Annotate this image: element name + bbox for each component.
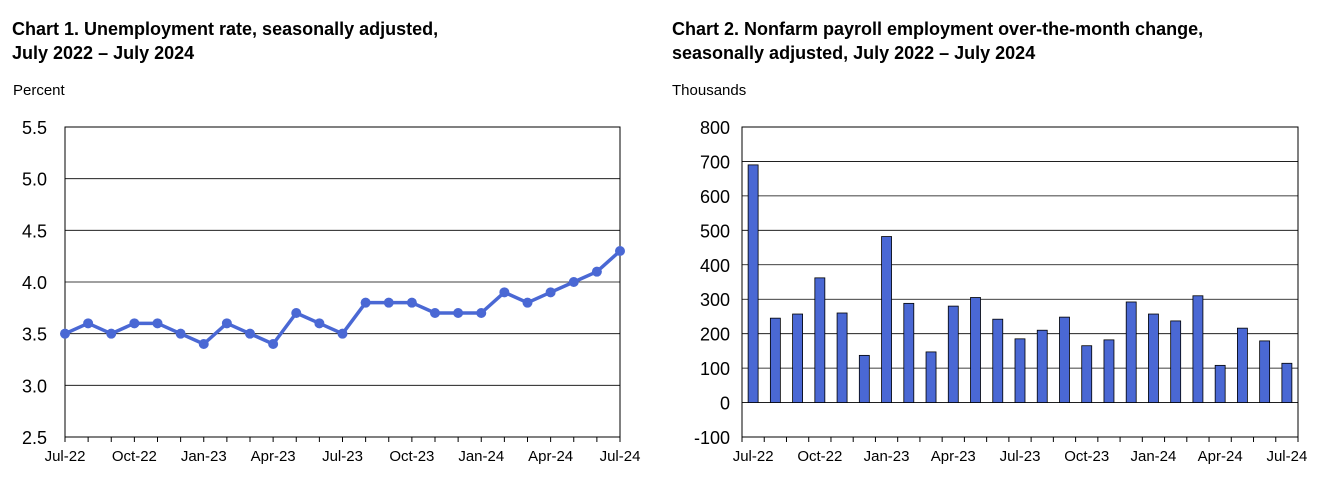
chart2-y-tick-label: 200 <box>700 325 730 345</box>
chart1-x-tick-label: Jan-23 <box>181 448 227 465</box>
chart1-x-tick-label: Jul-24 <box>600 448 641 465</box>
chart2-x-tick-label: Oct-23 <box>1064 448 1109 465</box>
chart2-x-tick-label: Jan-23 <box>864 448 910 465</box>
chart1-x-tick-label: Apr-24 <box>528 448 573 465</box>
chart1-data-point <box>545 287 556 298</box>
chart1-x-tick-label: Jul-22 <box>45 448 86 465</box>
chart1-y-tick-label: 2.5 <box>22 428 47 448</box>
chart1-data-point <box>83 318 94 329</box>
chart2-y-tick-label: 0 <box>720 394 730 414</box>
chart1-x-tick-label: Oct-23 <box>389 448 434 465</box>
chart2-bar <box>903 302 915 403</box>
chart1-data-point <box>360 297 371 308</box>
chart2-bar <box>881 236 892 403</box>
chart1-data-point <box>152 318 163 329</box>
chart1-data-point <box>175 328 186 339</box>
chart1-data-point <box>337 328 348 339</box>
chart2-bar <box>1125 301 1137 403</box>
chart1-data-point <box>568 277 579 287</box>
chart2-x-tick-label: Jan-24 <box>1131 448 1177 465</box>
chart1-data-point <box>615 246 625 256</box>
chart2-title-line2: seasonally adjusted, July 2022 – July 20… <box>672 43 1036 63</box>
chart1-data-point <box>268 339 279 349</box>
chart1-data-point <box>129 318 140 329</box>
chart1-data-point <box>314 318 325 329</box>
chart2-y-unit-label: Thousands <box>672 82 747 99</box>
chart1-data-point <box>499 287 510 298</box>
chart2-bar <box>947 305 959 403</box>
chart2-bar <box>1192 295 1204 403</box>
chart1-data-point <box>453 308 464 318</box>
chart2-y-tick-label: -100 <box>694 428 730 448</box>
chart2-bar <box>1059 316 1070 403</box>
chart1-title-line2: July 2022 – July 2024 <box>12 43 195 63</box>
chart2-y-tick-label: 100 <box>700 359 730 379</box>
chart1-y-tick-label: 5.0 <box>22 170 47 190</box>
chart1-data-point <box>522 297 533 308</box>
chart1-y-tick-label: 3.5 <box>22 325 47 345</box>
chart2-y-tick-label: 800 <box>700 118 730 138</box>
chart1-data-point <box>245 328 255 339</box>
chart1-y-tick-label: 4.0 <box>22 273 47 293</box>
chart1-data-point <box>406 297 417 308</box>
chart1-x-tick-label: Apr-23 <box>251 448 296 465</box>
chart2-x-tick-label: Jul-22 <box>733 448 774 465</box>
chart2-bar <box>1148 313 1159 403</box>
chart1-data-point <box>106 328 117 339</box>
chart1-title: Chart 1. Unemployment rate, seasonally a… <box>12 17 438 65</box>
chart1-title-line1: Chart 1. Unemployment rate, seasonally a… <box>12 19 439 39</box>
chart2-plot-frame <box>741 126 1299 438</box>
chart2-bar <box>1081 345 1093 403</box>
chart2-bar <box>1036 329 1048 403</box>
chart2-bar <box>1281 362 1293 403</box>
chart2-y-tick-label: 300 <box>700 290 730 310</box>
chart1-data-point <box>291 308 302 318</box>
chart1-x-tick-label: Jul-23 <box>322 448 363 465</box>
chart1-data-point <box>60 328 70 339</box>
chart2-bar <box>769 317 781 403</box>
chart2-bar <box>1237 327 1248 403</box>
chart1-data-point <box>198 339 209 349</box>
chart2-bar <box>836 312 848 403</box>
chart2-bar <box>858 354 870 403</box>
chart1-y-unit-label: Percent <box>13 82 65 99</box>
chart2-bar <box>1170 320 1182 403</box>
chart1-y-tick-label: 3.0 <box>22 376 47 396</box>
chart2-bar <box>970 297 981 403</box>
chart2-title-line1: Chart 2. Nonfarm payroll employment over… <box>672 19 1204 39</box>
chart2-x-tick-label: Jul-24 <box>1266 448 1307 465</box>
chart2-bar <box>925 351 937 403</box>
chart1-data-point <box>430 308 440 318</box>
chart1-y-tick-label: 5.5 <box>22 118 47 138</box>
chart2-bar <box>747 164 759 403</box>
chart2-y-tick-label: 400 <box>700 256 730 276</box>
chart1-data-point <box>591 266 602 277</box>
chart2-bar <box>792 313 803 403</box>
chart2-bar <box>1259 340 1271 403</box>
chart1-data-point <box>221 318 232 329</box>
chart2-y-tick-label: 700 <box>700 152 730 172</box>
chart2-y-tick-label: 500 <box>700 221 730 241</box>
chart2-y-tick-label: 600 <box>700 187 730 207</box>
chart2-x-tick-label: Oct-22 <box>797 448 842 465</box>
chart2-x-tick-label: Apr-23 <box>931 448 976 465</box>
chart2-x-tick-label: Apr-24 <box>1198 448 1243 465</box>
chart2-bar <box>992 318 1004 403</box>
chart2-bar <box>814 277 826 403</box>
chart2-x-tick-label: Jul-23 <box>1000 448 1041 465</box>
chart2-title: Chart 2. Nonfarm payroll employment over… <box>672 17 1203 65</box>
chart1-data-point <box>383 297 394 308</box>
chart2-bar <box>1214 364 1226 403</box>
chart2-bar <box>1014 338 1026 403</box>
chart1-data-point <box>476 308 487 318</box>
chart2-bar <box>1103 339 1115 403</box>
chart1-x-tick-label: Oct-22 <box>112 448 157 465</box>
chart1-y-tick-label: 4.5 <box>22 221 47 241</box>
chart1-x-tick-label: Jan-24 <box>458 448 504 465</box>
